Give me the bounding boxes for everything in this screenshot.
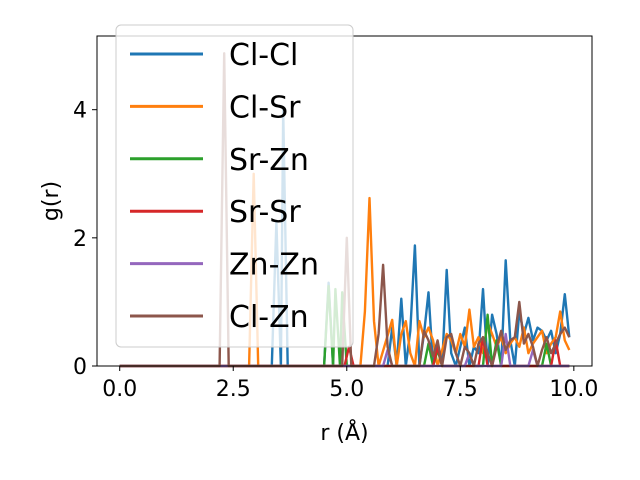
- series-line-cl-sr: [119, 172, 571, 368]
- legend-label-cl-cl: Cl-Cl: [229, 38, 298, 73]
- y-tick-label: 2: [73, 227, 87, 252]
- legend-label-cl-zn: Cl-Zn: [229, 300, 309, 335]
- x-tick-label: 5.0: [329, 377, 364, 402]
- legend-label-sr-sr: Sr-Sr: [229, 195, 301, 230]
- y-axis: 0 2 4: [73, 99, 97, 380]
- x-axis: 0.0 2.5 5.0 7.5 10.0: [102, 366, 598, 402]
- legend-label-cl-sr: Cl-Sr: [229, 90, 301, 125]
- x-tick-label: 2.5: [216, 377, 251, 402]
- x-axis-label: r (Å): [320, 419, 368, 446]
- x-tick-label: 7.5: [443, 377, 478, 402]
- legend-label-sr-zn: Sr-Zn: [229, 143, 309, 178]
- x-tick-label: 10.0: [549, 377, 598, 402]
- y-tick-label: 0: [73, 355, 87, 380]
- y-tick-label: 4: [73, 99, 87, 124]
- series-line-cl-zn: [119, 52, 571, 368]
- legend-box: [115, 24, 354, 348]
- x-tick-label: 0.0: [102, 377, 137, 402]
- legend-label-zn-zn: Zn-Zn: [229, 248, 319, 283]
- y-axis-label: g(r): [39, 181, 64, 221]
- legend: Cl-Cl Cl-Sr Sr-Zn Sr-Sr Zn-Zn Cl-Zn: [115, 24, 354, 348]
